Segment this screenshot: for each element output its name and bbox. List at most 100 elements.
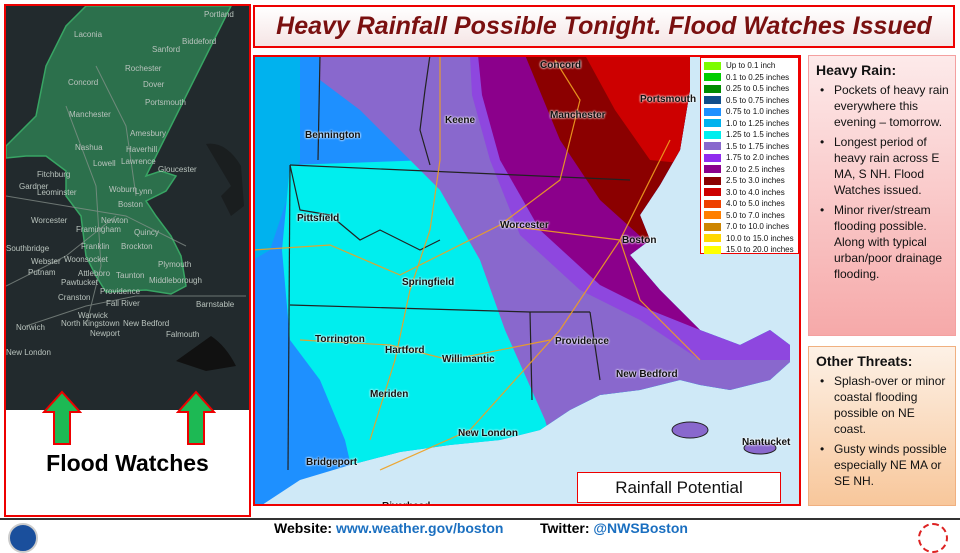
other-threats-heading: Other Threats: (816, 353, 913, 369)
legend-label: 15.0 to 20.0 inches (726, 245, 794, 255)
flood-map-city-label: Newton (101, 216, 129, 225)
legend-item: 2.5 to 3.0 inches (704, 175, 795, 187)
legend-item: 1.5 to 1.75 inches (704, 141, 795, 153)
flood-map-city-label: Gardner (19, 182, 49, 191)
flood-map-city-label: Falmouth (166, 330, 200, 339)
rainfall-map-graphic (255, 57, 790, 504)
heavy-rain-panel: Heavy Rain: Pockets of heavy rain everyw… (808, 55, 956, 336)
flood-map-city-label: Southbridge (6, 244, 50, 253)
roads (255, 57, 701, 471)
flood-map-city-label: Portsmouth (145, 98, 186, 107)
legend-label: 4.0 to 5.0 inches (726, 199, 785, 209)
twitter-label: Twitter: (540, 520, 590, 536)
flood-map-city-label: Gloucester (158, 165, 197, 174)
flood-map-city-label: Putnam (28, 268, 56, 277)
flood-map-city-label: Sanford (152, 45, 181, 54)
legend-item: 1.25 to 1.5 inches (704, 129, 795, 141)
other-threats-bullet: Gusty winds possible especially NE MA or… (816, 441, 949, 489)
flood-map-city-label: Fitchburg (37, 170, 71, 179)
legend-label: 1.75 to 2.0 inches (726, 153, 790, 163)
legend-label: Up to 0.1 inch (726, 61, 776, 71)
map-city-label: Meriden (370, 389, 409, 400)
flood-map-city-label: Plymouth (158, 260, 192, 269)
flood-map-city-label: Woburn (109, 185, 137, 194)
website-label: Website: (274, 520, 333, 536)
legend-item: 0.75 to 1.0 inches (704, 106, 795, 118)
twitter-link[interactable]: @NWSBoston (593, 520, 688, 536)
rainfall-map: Concord Portsmouth Manchester Keene Benningt… (253, 55, 801, 506)
legend-swatch (704, 84, 721, 93)
legend-label: 2.0 to 2.5 inches (726, 164, 785, 174)
flood-map-city-label: Franklin (81, 242, 110, 251)
legend-item: 7.0 to 10.0 inches (704, 221, 795, 233)
legend-swatch (704, 96, 721, 105)
flood-map-city-label: Manchester (69, 110, 111, 119)
flood-map-city-label: Warwick (78, 311, 108, 320)
flood-map-city-label: New Bedford (123, 319, 170, 328)
flood-map-city-label: Norwich (16, 323, 45, 332)
legend-item: 15.0 to 20.0 inches (704, 244, 795, 256)
legend-swatch (704, 142, 721, 151)
flood-map-city-label: Fall River (106, 299, 140, 308)
flood-map-city-label: Providence (100, 287, 141, 296)
legend-swatch (704, 234, 721, 243)
legend-swatch (704, 61, 721, 70)
flood-watches-label: Flood Watches (46, 450, 209, 476)
map-city-label: Providence (555, 336, 609, 347)
legend-label: 3.0 to 4.0 inches (726, 187, 785, 197)
map-city-label: New Bedford (616, 369, 678, 380)
heavy-rain-bullet: Longest period of heavy rain across E MA… (816, 134, 949, 198)
map-city-label: Willimantic (442, 354, 495, 365)
legend-swatch (704, 211, 721, 220)
legend-item: 0.25 to 0.5 inches (704, 83, 795, 95)
flood-map-city-label: Woonsocket (64, 255, 108, 264)
map-city-label: Manchester (550, 110, 606, 121)
legend-swatch (704, 245, 721, 254)
legend-item: 10.0 to 15.0 inches (704, 233, 795, 245)
map-city-label: Nantucket (742, 437, 791, 448)
flood-map-city-label: Lawrence (121, 157, 156, 166)
up-arrow-icon (176, 390, 216, 445)
flood-map-city-label: Dover (143, 80, 165, 89)
legend-swatch (704, 153, 721, 162)
map-city-label: Pittsfield (297, 213, 340, 224)
legend-swatch (704, 73, 721, 82)
rainfall-legend: Up to 0.1 inch 0.1 to 0.25 inches 0.25 to … (700, 57, 799, 254)
map-city-label: Hartford (385, 345, 425, 356)
website-link[interactable]: www.weather.gov/boston (335, 520, 504, 536)
flood-map-city-label: Brockton (121, 242, 153, 251)
flood-map-city-label: New London (6, 348, 51, 357)
map-city-label: Portsmouth (640, 94, 697, 105)
flood-map-city-label: Cranston (58, 293, 91, 302)
map-city-label: Concord (540, 60, 582, 71)
heavy-rain-bullet: Pockets of heavy rain everywhere this ev… (816, 82, 949, 130)
flood-map-city-label: Nashua (75, 143, 103, 152)
page-title: Heavy Rainfall Possible Tonight. Flood W… (253, 5, 955, 48)
flood-map-city-label: Leominster (37, 188, 77, 197)
legend-swatch (704, 130, 721, 139)
legend-label: 0.5 to 0.75 inches (726, 95, 790, 105)
noaa-logo (8, 523, 38, 553)
flood-map-city-label: Taunton (116, 271, 145, 280)
footer: Website: www.weather.gov/boston Twitter:… (0, 518, 960, 553)
legend-label: 7.0 to 10.0 inches (726, 222, 790, 232)
map-city-label: Worcester (500, 220, 549, 231)
flood-map-city-label: Laconia (74, 30, 103, 39)
legend-label: 0.25 to 0.5 inches (726, 84, 790, 94)
legend-item: Up to 0.1 inch (704, 60, 795, 72)
legend-swatch (704, 107, 721, 116)
flood-map-city-label: Biddeford (182, 37, 217, 46)
flood-watch-area (6, 6, 232, 295)
nws-logo (918, 523, 948, 553)
legend-item: 5.0 to 7.0 inches (704, 210, 795, 222)
flood-map-city-label: Lynn (135, 187, 153, 196)
flood-map-city-label: Pawtucket (61, 278, 98, 287)
legend-swatch (704, 222, 721, 231)
up-arrow-icon (42, 390, 82, 445)
flood-map-city-label: Amesbury (130, 129, 167, 138)
legend-label: 5.0 to 7.0 inches (726, 210, 785, 220)
flood-map-city-label: Concord (68, 78, 99, 87)
flood-map-city-label: Quincy (134, 228, 159, 237)
flood-map-city-label: Haverhill (126, 145, 158, 154)
legend-label: 10.0 to 15.0 inches (726, 233, 794, 243)
